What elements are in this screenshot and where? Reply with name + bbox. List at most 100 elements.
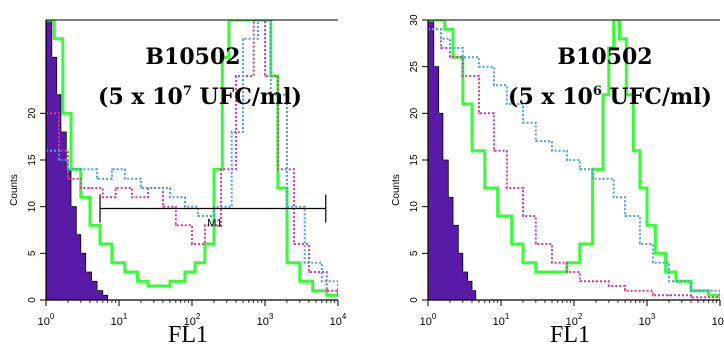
x-tick-label: 101 xyxy=(111,312,128,328)
dotted-histogram-3-point xyxy=(602,177,604,180)
solid-histogram xyxy=(46,20,338,297)
dotted-histogram-3-point xyxy=(321,280,323,283)
solid-histogram-point xyxy=(608,47,610,49)
solid-histogram-point xyxy=(277,187,279,189)
dotted-histogram-2-point xyxy=(639,289,641,292)
solid-histogram-point xyxy=(639,187,641,189)
dotted-histogram-2-point xyxy=(579,280,581,283)
dotted-histogram-3-point xyxy=(639,243,641,245)
dotted-histogram-2 xyxy=(46,20,338,296)
solid-histogram-point xyxy=(89,224,91,227)
solid-histogram-point xyxy=(136,280,139,283)
dotted-histogram-2-point xyxy=(191,243,193,245)
y-tick-label: 10 xyxy=(27,201,38,213)
solid-histogram-point xyxy=(664,271,667,273)
dotted-histogram-2-point xyxy=(566,271,568,273)
y-tick-label: 0 xyxy=(27,297,38,303)
dotted-histogram-2-point xyxy=(608,285,610,287)
y-axis-label: Counts xyxy=(391,174,402,206)
solid-histogram-point xyxy=(169,280,171,283)
x-axis-label: FL1 xyxy=(550,322,590,348)
dotted-histogram-2-point xyxy=(80,187,82,189)
gate-m1: M1 xyxy=(99,194,327,230)
solid-histogram-point xyxy=(579,243,581,245)
solid-histogram-point xyxy=(325,294,328,297)
dotted-histogram-3-point xyxy=(449,47,451,49)
x-tick-label: 103 xyxy=(257,312,274,328)
solid-histogram-point xyxy=(311,289,314,292)
dotted-histogram-3-point xyxy=(270,93,272,96)
dotted-histogram-2-point xyxy=(522,215,524,217)
solid-histogram-point xyxy=(213,168,215,171)
control-histogram-point xyxy=(70,205,72,208)
dotted-histogram-3-point xyxy=(169,196,171,199)
control-histogram-point xyxy=(433,65,435,68)
x-tick-label: 100 xyxy=(38,312,55,328)
dotted-histogram-2-point xyxy=(264,75,266,77)
control-histogram-point xyxy=(84,271,87,273)
dotted-histogram-3-point xyxy=(668,280,670,283)
control-histogram-point xyxy=(462,271,464,273)
control-histogram-point xyxy=(60,131,62,133)
dotted-histogram-3-point xyxy=(535,140,537,143)
y-tick-label: 5 xyxy=(27,250,38,256)
y-tick-label: 10 xyxy=(409,201,420,213)
control-histogram-point xyxy=(65,168,68,171)
dotted-histogram-2-point xyxy=(102,196,104,199)
solid-histogram-point xyxy=(625,93,628,96)
x-tick-label: 100 xyxy=(420,312,437,328)
control-histogram xyxy=(428,20,477,300)
y-tick-label: 30 xyxy=(409,14,420,26)
gate-label: M1 xyxy=(207,218,222,230)
y-tick-label: 25 xyxy=(409,61,420,73)
dotted-histogram-3-point xyxy=(690,289,692,292)
y-tick-label: 0 xyxy=(409,297,420,303)
x-tick-label: 102 xyxy=(184,312,201,328)
dotted-histogram-2-point xyxy=(204,224,206,227)
dotted-histogram-3-point xyxy=(153,187,155,189)
solid-histogram-point xyxy=(286,261,288,264)
solid-histogram-point xyxy=(157,285,160,287)
solid-histogram-point xyxy=(204,243,206,245)
dotted-histogram-3-point xyxy=(96,177,98,180)
solid-histogram-point xyxy=(654,252,657,255)
dotted-histogram-2-point xyxy=(440,47,442,49)
control-histogram-point xyxy=(471,289,473,292)
control-histogram-point xyxy=(457,252,460,255)
dotted-histogram-3-point xyxy=(579,168,581,171)
dotted-histogram-2-point xyxy=(551,261,553,264)
dotted-histogram-2-point xyxy=(67,177,69,180)
dotted-histogram-2-point xyxy=(337,294,338,297)
solid-histogram-point xyxy=(535,271,537,273)
solid-histogram-point xyxy=(484,187,486,189)
dotted-histogram-3-point xyxy=(197,215,199,217)
control-histogram-point xyxy=(75,233,78,236)
dotted-histogram-2-point xyxy=(595,280,597,283)
control-histogram-point xyxy=(466,280,469,283)
dotted-histogram-2-point xyxy=(668,294,670,297)
control-histogram-point xyxy=(102,294,104,297)
dotted-histogram-2-point xyxy=(535,243,537,245)
solid-histogram-point xyxy=(618,37,621,40)
dotted-histogram-2-point xyxy=(131,196,133,199)
x-tick-label: 104 xyxy=(712,312,724,328)
x-tick-label: 102 xyxy=(566,312,583,328)
solid-histogram-point xyxy=(62,112,64,115)
dotted-histogram-3-point xyxy=(624,215,626,217)
y-tick-label: 20 xyxy=(27,107,38,119)
dotted-histogram-3-point xyxy=(124,177,126,180)
dotted-histogram-3-point xyxy=(303,261,306,264)
solid-histogram-point xyxy=(221,56,224,59)
dotted-histogram-2-point xyxy=(308,271,310,273)
solid-histogram-point xyxy=(194,261,196,264)
control-histogram-point xyxy=(80,252,82,255)
dotted-histogram-2-point xyxy=(114,187,117,189)
solid-histogram-point xyxy=(632,149,635,152)
dotted-histogram-3-point xyxy=(566,159,568,161)
control-histogram-point xyxy=(96,289,98,292)
solid-histogram-point xyxy=(471,149,473,152)
dotted-histogram-3-point xyxy=(551,149,553,152)
control-histogram-point xyxy=(442,159,444,161)
